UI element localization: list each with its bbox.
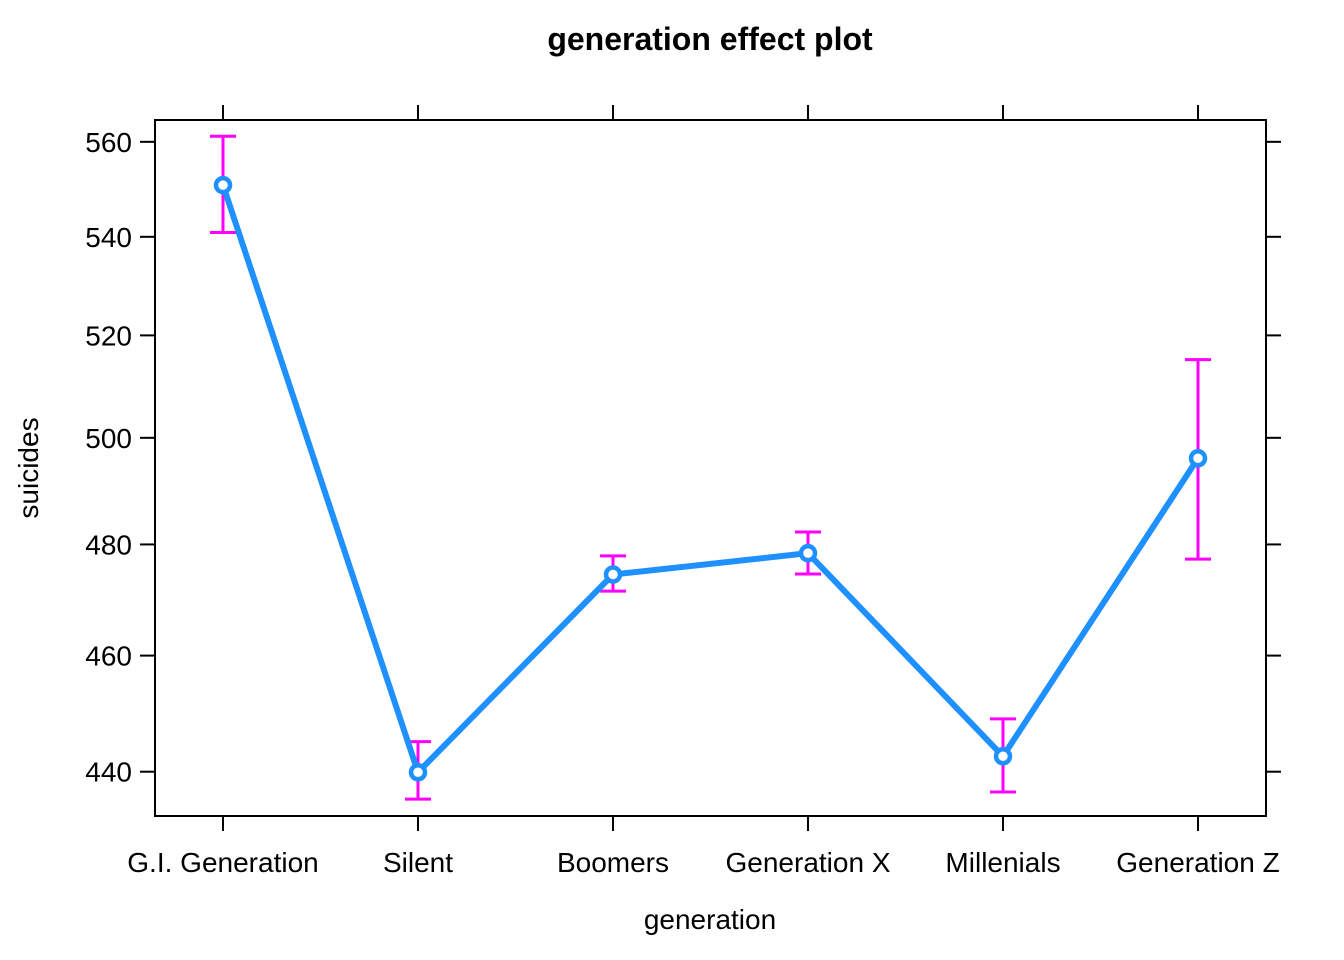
data-point-marker [408, 763, 428, 782]
x-tick-label: Boomers [557, 847, 669, 878]
x-tick-label: G.I. Generation [127, 847, 318, 878]
y-tick-label: 440 [85, 757, 132, 788]
y-axis-label: suicides [13, 417, 44, 518]
chart-title: generation effect plot [547, 21, 873, 57]
data-point-marker [798, 543, 818, 563]
x-axis-label: generation [644, 904, 776, 935]
x-tick-label: Generation X [726, 847, 891, 878]
data-point-marker [993, 747, 1013, 766]
y-tick-label: 500 [85, 423, 132, 454]
data-point-marker [1188, 449, 1208, 468]
plot-box [154, 119, 1267, 817]
y-tick-label: 480 [85, 529, 132, 560]
y-tick-label: 520 [85, 320, 132, 351]
effect-trace-line [220, 182, 1201, 776]
y-tick-label: 460 [85, 641, 132, 672]
y-tick-label: 540 [85, 222, 132, 253]
chart-layer: 440 460 480 500 520 540 560 G.I. Generation Sile… [85, 105, 1281, 878]
y-tick-label: 560 [85, 127, 132, 158]
x-tick-label: Generation Z [1116, 847, 1279, 878]
x-tick-label: Millenials [945, 847, 1060, 878]
x-tick-label: Silent [383, 847, 453, 878]
data-point-marker [603, 565, 623, 584]
data-point-marker [213, 175, 233, 195]
